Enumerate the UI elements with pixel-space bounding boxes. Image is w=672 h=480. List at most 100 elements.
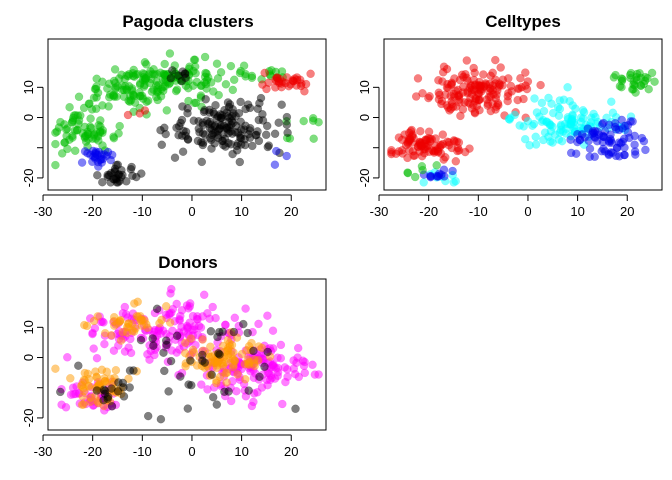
- data-point: [542, 117, 551, 127]
- y-tick-label: -20: [21, 409, 36, 428]
- data-point: [103, 147, 113, 157]
- data-point: [532, 108, 542, 117]
- y-tick-label: 0: [21, 354, 36, 361]
- plot-frame: [47, 38, 327, 191]
- data-point: [438, 68, 448, 77]
- data-point: [474, 95, 484, 105]
- data-point: [247, 338, 256, 348]
- data-point: [465, 144, 474, 153]
- x-axis: -30 -20 -10 0 10 20: [34, 194, 298, 219]
- data-point: [161, 129, 170, 139]
- data-point: [179, 126, 188, 136]
- data-point: [117, 165, 126, 175]
- data-point: [236, 97, 245, 107]
- data-point: [294, 372, 304, 382]
- data-point: [504, 74, 513, 83]
- data-point: [231, 128, 240, 137]
- data-point: [222, 378, 231, 387]
- data-point: [149, 341, 158, 350]
- data-point: [650, 77, 659, 86]
- data-point: [485, 84, 495, 93]
- data-point: [116, 336, 126, 345]
- data-point: [198, 350, 207, 360]
- data-point: [278, 399, 287, 409]
- data-point: [205, 314, 214, 323]
- data-point: [249, 346, 258, 356]
- series-0: [51, 49, 323, 170]
- data-point: [65, 102, 74, 112]
- data-point: [148, 70, 157, 79]
- data-point: [89, 344, 98, 353]
- data-point: [254, 319, 263, 329]
- data-point: [647, 68, 657, 78]
- data-point: [260, 362, 269, 372]
- data-point: [164, 387, 173, 396]
- data-point: [636, 81, 646, 90]
- data-point: [387, 149, 396, 159]
- data-point: [266, 371, 276, 380]
- data-point: [255, 372, 264, 382]
- data-point: [282, 120, 292, 129]
- data-point: [119, 92, 129, 101]
- data-point: [641, 145, 650, 155]
- data-point: [187, 380, 196, 390]
- data-point: [160, 366, 169, 376]
- data-point: [226, 61, 236, 71]
- data-point: [94, 136, 103, 145]
- data-point: [254, 115, 264, 125]
- data-point: [439, 155, 448, 164]
- data-point: [178, 147, 188, 156]
- data-point: [270, 160, 280, 169]
- data-point: [83, 148, 92, 158]
- data-point: [74, 361, 83, 370]
- data-point: [239, 319, 248, 329]
- data-point: [200, 358, 210, 367]
- data-point: [209, 109, 219, 119]
- data-point: [587, 113, 596, 122]
- data-point: [257, 343, 267, 353]
- data-point: [83, 369, 93, 379]
- data-point: [243, 359, 253, 368]
- data-point: [282, 112, 292, 122]
- data-point: [86, 397, 95, 407]
- series-3: [403, 68, 659, 182]
- data-point: [255, 98, 264, 108]
- data-point: [223, 335, 233, 345]
- data-point: [143, 96, 153, 105]
- data-point: [91, 128, 101, 137]
- data-point: [264, 141, 274, 150]
- y-axis: -20 0 10: [21, 320, 44, 428]
- data-point: [450, 136, 459, 146]
- panel-celltypes: -30 -20 -10 0 10 20 -20 0 10 Celltypes: [357, 12, 663, 219]
- data-point: [585, 152, 594, 162]
- data-point: [170, 153, 180, 162]
- data-point: [156, 414, 166, 424]
- data-point: [495, 80, 505, 90]
- x-tick-label: -10: [133, 204, 152, 219]
- data-point: [107, 331, 116, 340]
- data-point: [93, 150, 102, 160]
- points: [51, 49, 323, 187]
- data-point: [224, 354, 233, 363]
- data-point: [183, 108, 192, 118]
- data-point: [516, 73, 525, 83]
- data-point: [211, 100, 220, 110]
- data-point: [210, 139, 219, 148]
- data-point: [277, 100, 286, 109]
- data-point: [77, 158, 87, 167]
- data-point: [115, 121, 124, 131]
- data-point: [181, 73, 190, 83]
- data-point: [197, 81, 206, 90]
- x-tick-label: -20: [83, 444, 102, 459]
- data-point: [421, 135, 431, 144]
- data-point: [434, 169, 444, 178]
- data-point: [417, 151, 427, 161]
- data-point: [213, 74, 223, 83]
- data-point: [520, 134, 530, 144]
- data-point: [109, 132, 118, 141]
- data-point: [207, 120, 217, 129]
- data-point: [531, 132, 540, 142]
- data-point: [172, 331, 182, 341]
- data-point: [537, 98, 547, 108]
